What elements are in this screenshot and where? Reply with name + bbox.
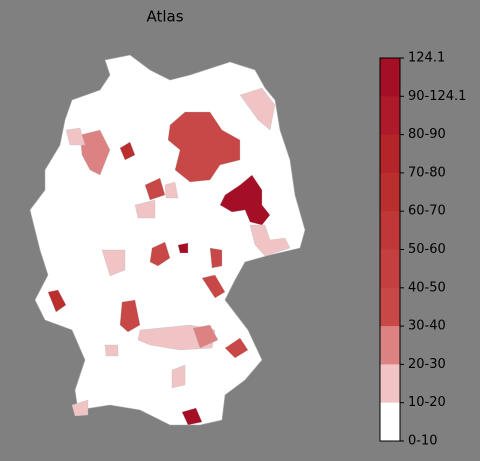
region <box>224 337 249 359</box>
colorbar-label: 10-20 <box>408 395 446 410</box>
region <box>134 199 156 219</box>
colorbar-label: 0-10 <box>408 434 438 449</box>
region <box>209 247 223 269</box>
region <box>192 324 219 349</box>
colorbar-segment <box>380 249 400 289</box>
region <box>201 274 226 299</box>
colorbar-segment <box>380 58 400 97</box>
colorbar-segment <box>380 402 400 442</box>
region <box>104 344 119 357</box>
region <box>167 111 241 183</box>
colorbar-label: 124.1 <box>408 51 445 66</box>
colorbar-label: 80-90 <box>408 127 446 142</box>
colorbar-label: 60-70 <box>408 204 446 219</box>
region <box>171 364 186 389</box>
colorbar-segment <box>380 96 400 136</box>
colorbar-segment <box>380 326 400 365</box>
colorbar-label: 30-40 <box>408 319 446 334</box>
region <box>65 127 86 146</box>
region <box>144 177 166 201</box>
region <box>177 242 189 254</box>
region <box>239 87 276 131</box>
colorbar-segment <box>380 172 400 212</box>
colorbar-segment <box>380 364 400 404</box>
region <box>149 241 171 267</box>
colorbar: 124.1 90-124.1 80-90 70-80 60-70 50-60 40-50 30… <box>379 51 466 449</box>
region <box>119 299 141 333</box>
region <box>219 174 271 226</box>
colorbar-label: 50-60 <box>408 242 446 257</box>
region <box>249 224 291 257</box>
region <box>101 249 126 277</box>
colorbar-label: 70-80 <box>408 165 446 180</box>
map-title: Atlas <box>146 8 183 26</box>
region <box>47 289 67 313</box>
colorbar-segment <box>380 287 400 327</box>
germany-map <box>29 54 306 426</box>
region <box>181 407 203 426</box>
colorbar-segment <box>380 134 400 174</box>
colorbar-label: 90-124.1 <box>408 89 466 104</box>
region <box>71 399 89 417</box>
colorbar-label: 40-50 <box>408 280 446 295</box>
region <box>164 181 179 199</box>
colorbar-segment <box>380 211 400 250</box>
region <box>119 141 136 161</box>
colorbar-label: 20-30 <box>408 357 446 372</box>
region <box>79 129 111 176</box>
